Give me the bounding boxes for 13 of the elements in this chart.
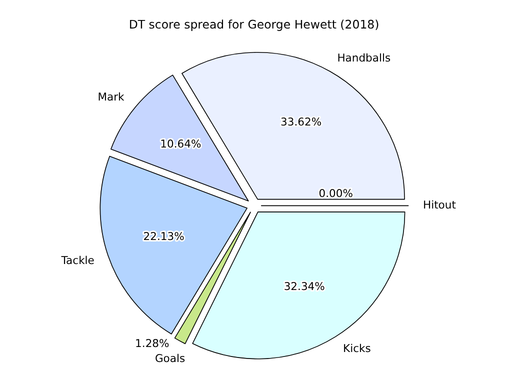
data-label: 22.13% <box>143 230 184 243</box>
slice-label: Tackle <box>60 254 95 268</box>
slice-label: Goals <box>154 352 186 365</box>
slice-label: Kicks <box>343 342 372 356</box>
chart-title: DT score spread for George Hewett (2018) <box>128 17 380 32</box>
text: 0.00% <box>318 186 353 200</box>
category-label: Hitout <box>423 198 456 212</box>
slice-label: Handballs <box>337 52 391 65</box>
data-label: 32.34% <box>284 280 325 293</box>
data-label: 10.64% <box>160 137 202 150</box>
data-label: 33.62% <box>280 116 322 129</box>
slice-label: Mark <box>98 90 126 104</box>
data-label: 1.28% <box>135 337 170 350</box>
